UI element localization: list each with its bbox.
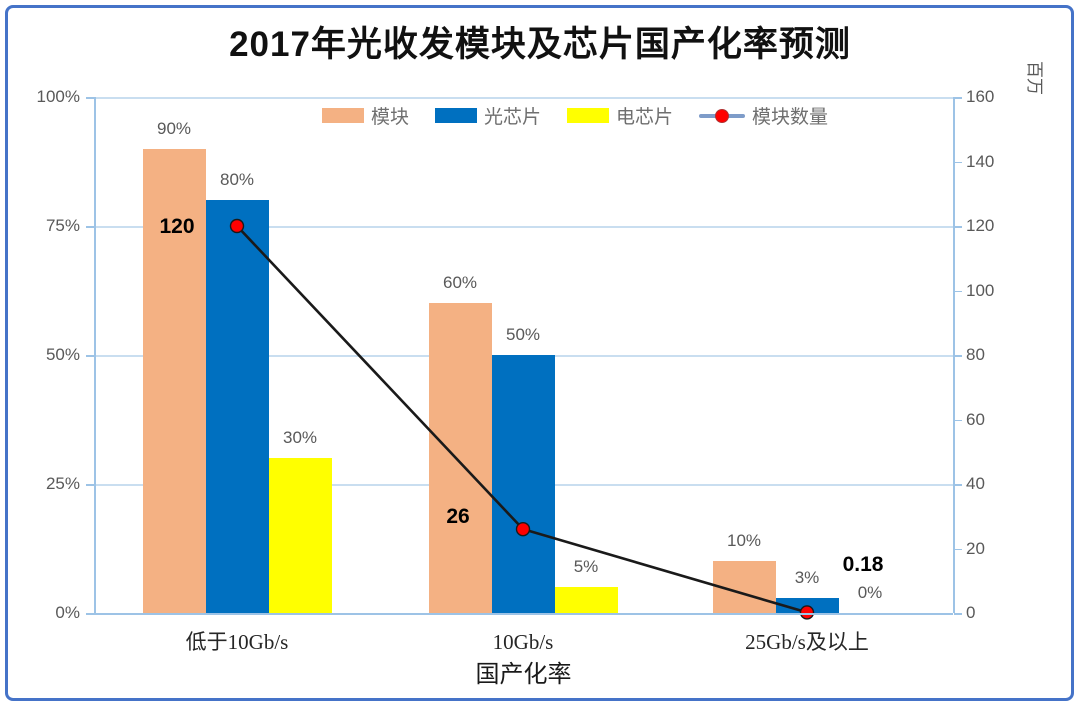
bar-data-label: 50% [505, 325, 541, 344]
y-axis-tick-label-right: 120 [966, 216, 995, 235]
y-axis-tick-right [954, 97, 962, 99]
y-axis-tick-right [954, 613, 962, 615]
bar-electric-chip-1 [554, 587, 618, 613]
y-axis-tick-label-right: 100 [966, 280, 995, 300]
bar-data-label: 5% [573, 557, 599, 577]
legend-swatch-electric-chip [567, 108, 610, 123]
legend-swatch-optical-chip [435, 108, 478, 123]
y-axis-tick-label-left: 100% [36, 87, 80, 106]
legend-label: 模块 [371, 107, 410, 128]
bar-data-label: 3% [794, 567, 820, 587]
y-axis-line-right [953, 97, 955, 613]
y-axis-tick-label-right: 140 [966, 151, 995, 171]
y-axis-tick-label-right: 60 [966, 409, 985, 429]
y-axis-tick-left [86, 97, 94, 99]
y-axis-tick-label-right: 0 [966, 603, 976, 622]
line-data-label: 120 [159, 215, 195, 238]
y-axis-tick-left [86, 226, 94, 228]
y-axis-tick-right [954, 161, 962, 163]
legend-label: 电芯片 [616, 107, 674, 128]
legend-label: 光芯片 [484, 107, 542, 128]
bar-module-0 [142, 148, 206, 613]
bar-data-label: 0% [857, 583, 883, 602]
bar-electric-chip-0 [268, 458, 332, 613]
bar-data-label: 30% [282, 428, 318, 448]
y-axis-tick-label-right: 40 [966, 474, 985, 493]
y-axis-tick-right [954, 355, 962, 357]
y-axis-tick-right [954, 548, 962, 550]
legend-line-dot [715, 109, 730, 123]
y-axis-tick-label-left: 75% [45, 216, 80, 235]
y-axis-tick-label-right: 20 [966, 538, 985, 558]
legend-label: 模块数量 [752, 107, 829, 128]
x-axis-line [94, 613, 953, 615]
x-axis-category-label: 低于10Gb/s [185, 630, 289, 654]
bar-data-label: 80% [219, 170, 255, 190]
y-axis-tick-label-right: 160 [966, 87, 995, 106]
bar-data-label: 60% [442, 273, 478, 293]
y-axis-tick-right [954, 484, 962, 486]
y-axis-tick-left [86, 355, 94, 357]
line-data-label: 26 [446, 505, 470, 529]
bar-data-label: 90% [156, 118, 192, 138]
line-data-label: 0.18 [842, 553, 884, 577]
y-axis-tick-right [954, 226, 962, 228]
legend-item-module: 模块 [322, 102, 409, 129]
y-axis-tick-left [86, 484, 94, 486]
legend-item-optical-chip: 光芯片 [435, 102, 541, 129]
y-axis-tick-label-right: 80 [966, 345, 985, 364]
legend-item-electric-chip: 电芯片 [567, 102, 673, 129]
bar-data-label: 10% [726, 531, 762, 551]
right-axis-unit-label: 百万 [1025, 61, 1044, 95]
y-axis-tick-right [954, 419, 962, 421]
y-axis-tick-label-left: 50% [45, 345, 80, 364]
x-axis-category-label: 10Gb/s [492, 630, 554, 654]
y-axis-tick-label-left: 25% [45, 474, 80, 493]
gridline [94, 97, 953, 99]
y-axis-line-left [94, 97, 96, 613]
chart-title: 2017年光收发模块及芯片国产化率预测 [229, 25, 851, 64]
y-axis-tick-label-left: 0% [55, 603, 80, 622]
legend-line-marker-swatch [699, 108, 746, 123]
bar-optical-chip-0 [205, 200, 269, 613]
legend: 模块 光芯片 电芯片 模块数量 [322, 102, 854, 129]
y-axis-tick-left [86, 613, 94, 615]
x-axis-title: 国产化率 [475, 662, 572, 688]
y-axis-tick-right [954, 290, 962, 292]
bar-module-1 [428, 303, 492, 613]
legend-swatch-module [322, 108, 364, 123]
x-axis-category-label: 25Gb/s及以上 [745, 630, 869, 654]
legend-item-module-count: 模块数量 [699, 102, 828, 129]
